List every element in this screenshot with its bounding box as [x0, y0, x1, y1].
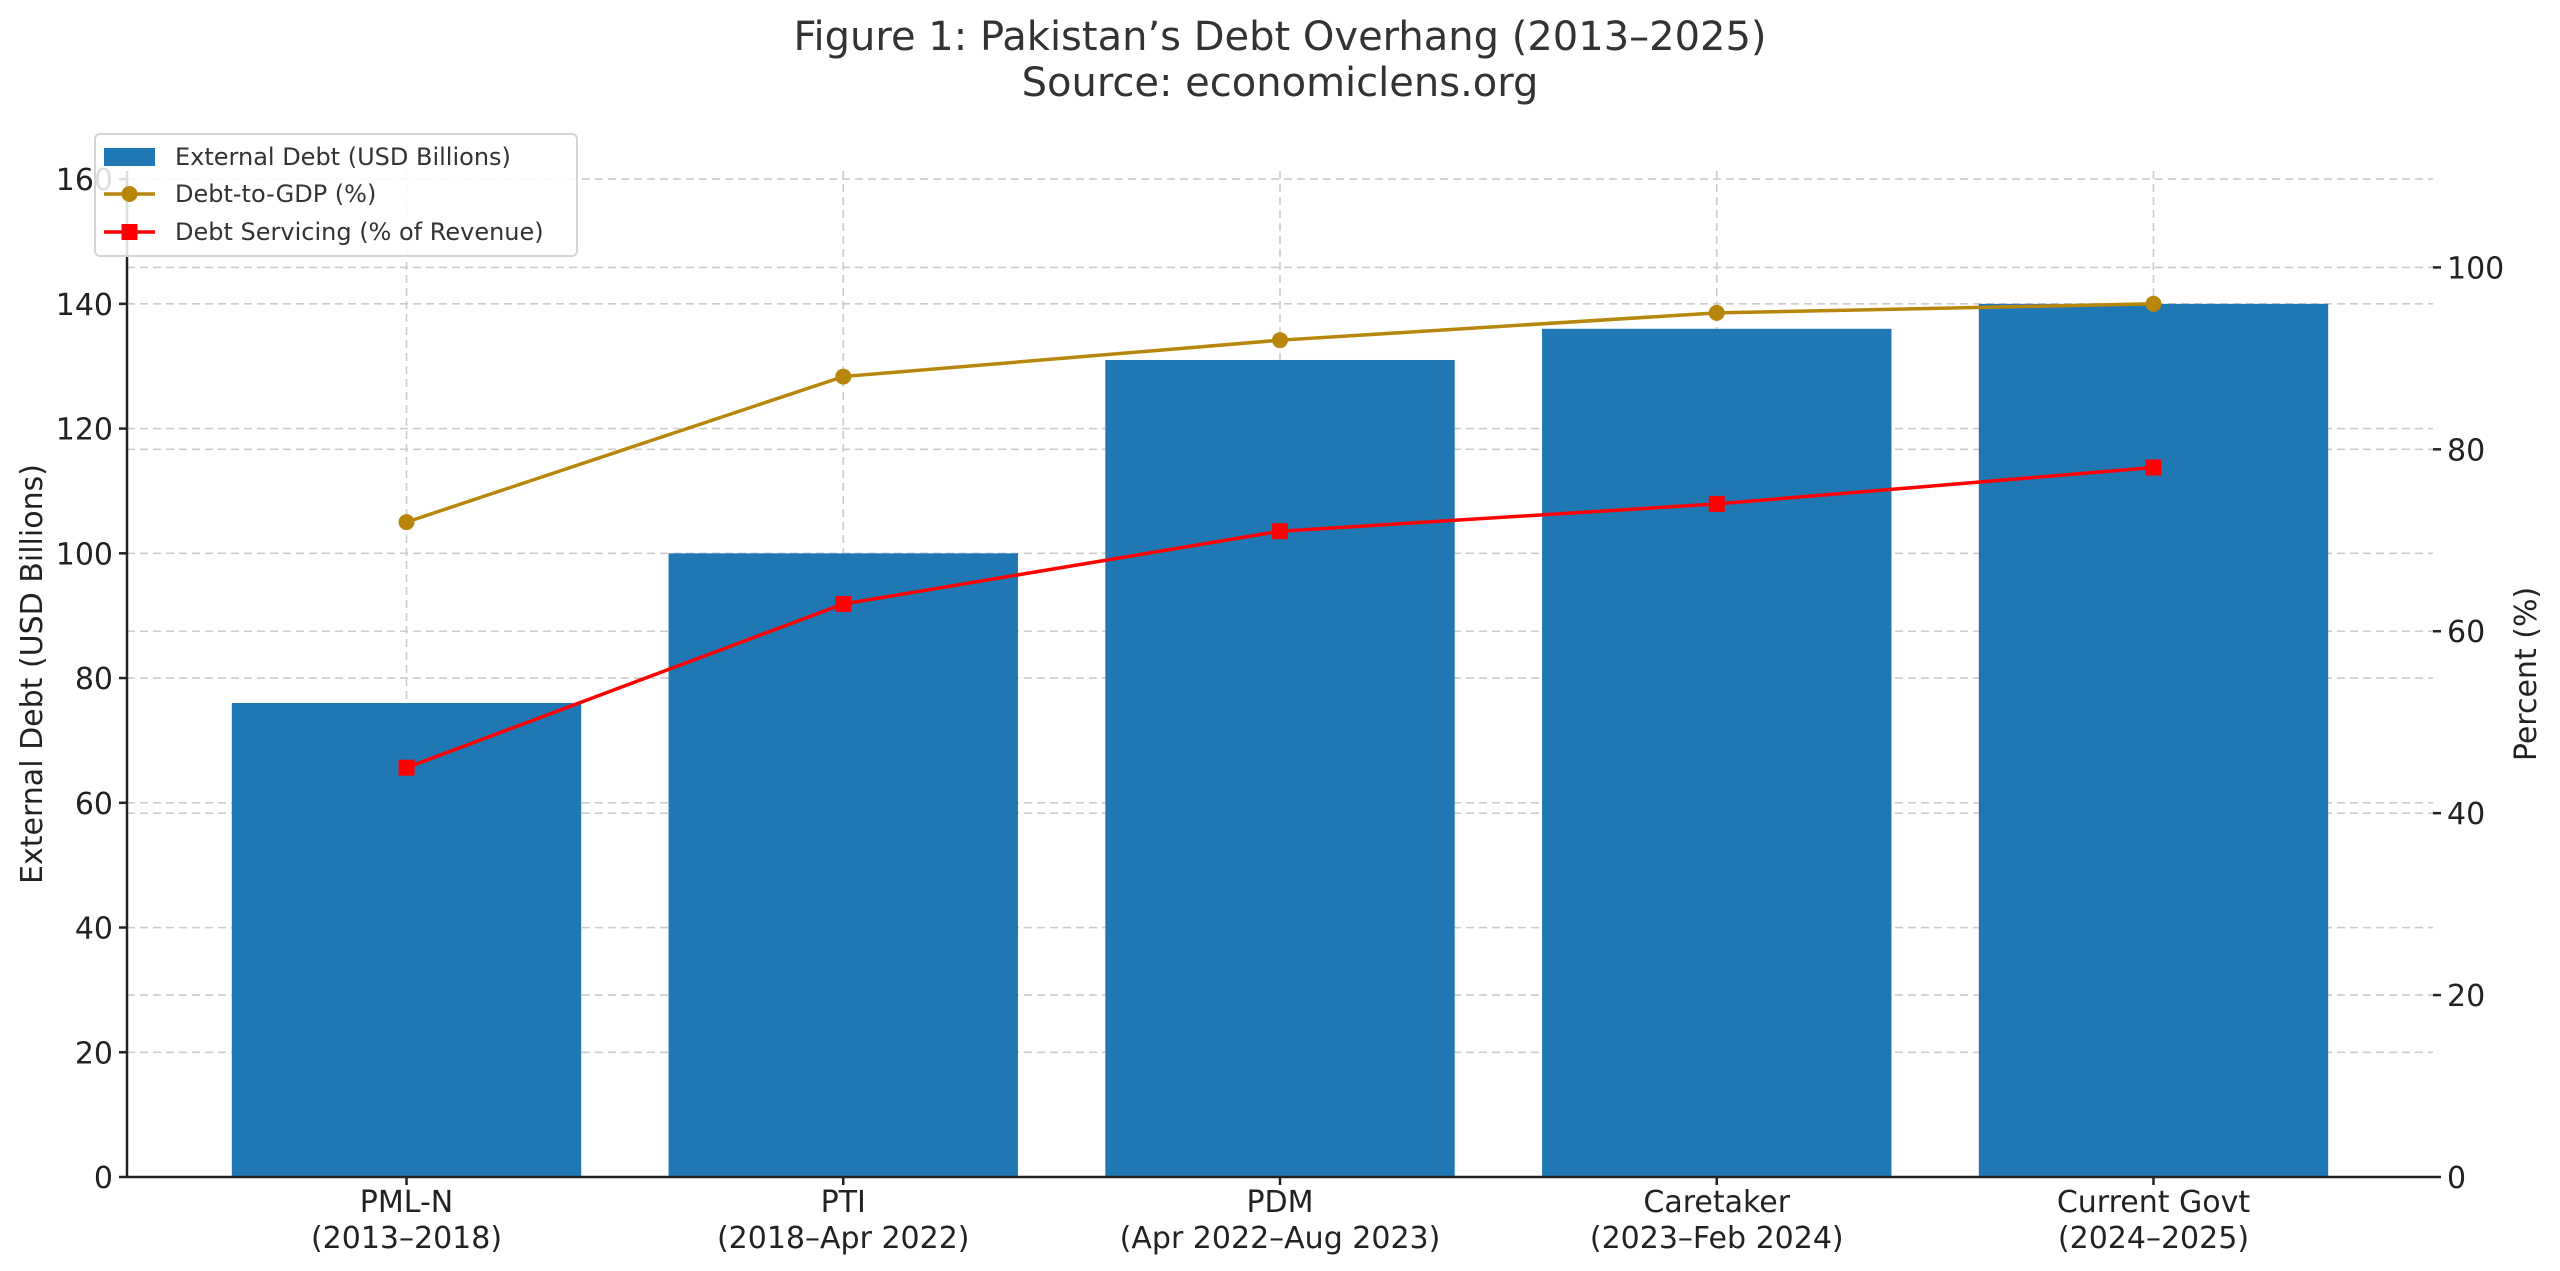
data-point — [2145, 459, 2162, 476]
y-tick-label-left: 120 — [56, 413, 113, 448]
y-tick-label-left: 40 — [75, 912, 113, 947]
y-tick-label-left: 20 — [75, 1036, 113, 1071]
x-tick-label-sub: (2024–2025) — [2058, 1221, 2249, 1256]
data-point — [1708, 304, 1725, 321]
data-point — [1272, 523, 1288, 540]
y-tick-label-right: 80 — [2447, 433, 2485, 468]
y-tick-label-left: 80 — [75, 662, 113, 697]
x-tick-label: Caretaker — [1643, 1185, 1790, 1220]
x-tick-label-sub: (2018–Apr 2022) — [717, 1221, 970, 1256]
data-point — [398, 514, 415, 531]
y-axis-left-label: External Debt (USD Billions) — [15, 464, 50, 884]
data-point — [835, 595, 852, 612]
bar — [1542, 328, 1892, 1177]
bar — [231, 703, 582, 1177]
legend: External Debt (USD Billions) Debt-to-GDP … — [94, 133, 578, 257]
y-tick-label-right: 0 — [2447, 1161, 2466, 1196]
chart-title: Figure 1: Pakistan’s Debt Overhang (2013… — [793, 14, 1766, 60]
legend-marker — [121, 186, 138, 202]
axes: 020406080100120140160020406080100PML-N(2… — [56, 163, 2505, 1256]
y-tick-label-right: 20 — [2447, 979, 2485, 1014]
y-tick-label-left: 60 — [75, 787, 113, 822]
lines — [398, 295, 2162, 776]
y-tick-label-right: 60 — [2447, 615, 2485, 650]
legend-label: External Debt (USD Billions) — [175, 143, 511, 171]
x-tick-label: PTI — [821, 1185, 866, 1220]
data-point — [1708, 495, 1725, 512]
y-tick-label-right: 100 — [2447, 251, 2504, 286]
y-tick-label-right: 40 — [2447, 797, 2485, 832]
x-tick-label-sub: (2023–Feb 2024) — [1590, 1221, 1844, 1256]
legend-swatch-bar — [104, 148, 155, 166]
legend-label: Debt-to-GDP (%) — [175, 180, 376, 208]
x-tick-label-sub: (2013–2018) — [311, 1221, 502, 1256]
legend-label: Debt Servicing (% of Revenue) — [175, 218, 544, 246]
y-tick-label-left: 140 — [56, 288, 113, 323]
data-point — [835, 368, 852, 385]
bar — [668, 553, 1018, 1177]
y-tick-label-left: 100 — [56, 537, 113, 572]
x-tick-label: PML-N — [360, 1185, 453, 1220]
bar — [1105, 359, 1455, 1177]
x-tick-label: Current Govt — [2057, 1185, 2251, 1220]
x-tick-label-sub: (Apr 2022–Aug 2023) — [1120, 1221, 1441, 1256]
legend-marker — [121, 224, 138, 240]
x-tick-label: PDM — [1246, 1185, 1313, 1220]
data-point — [398, 759, 415, 776]
y-axis-right-label: Percent (%) — [2509, 587, 2544, 761]
data-point — [2145, 295, 2162, 312]
bar — [1978, 303, 2329, 1178]
legend-box — [94, 133, 578, 257]
chart-subtitle: Source: economiclens.org — [1022, 60, 1539, 106]
bars — [231, 303, 2329, 1178]
y-tick-label-left: 0 — [94, 1161, 113, 1196]
data-point — [1272, 332, 1288, 349]
